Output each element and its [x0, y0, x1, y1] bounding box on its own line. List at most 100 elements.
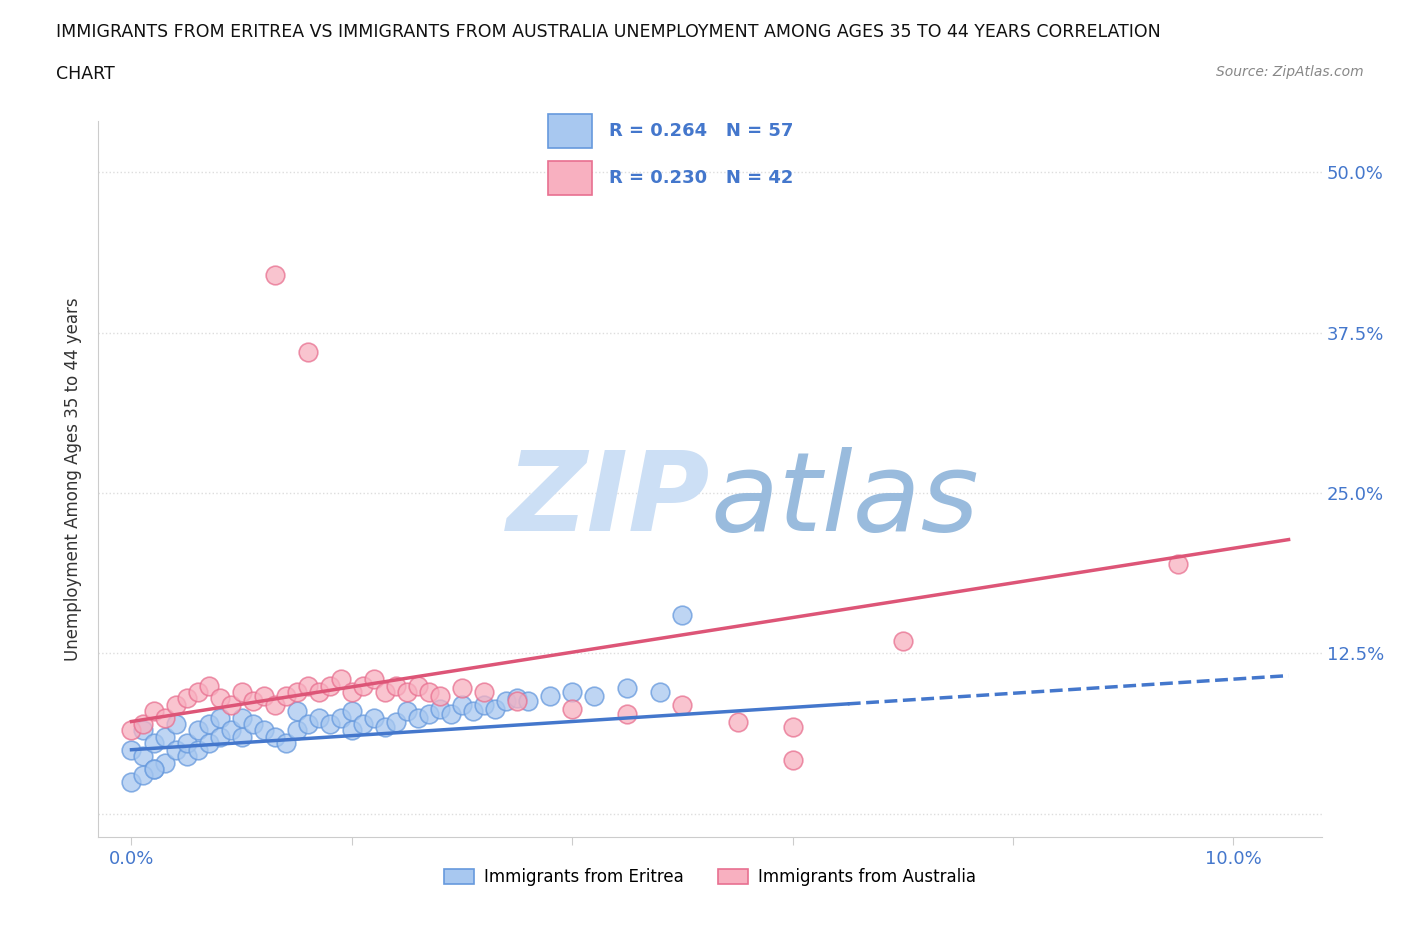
Point: [121, 723, 143, 737]
Point: [616, 681, 638, 696]
Point: [219, 723, 242, 737]
Point: [385, 678, 408, 693]
Point: [616, 707, 638, 722]
Point: [121, 742, 143, 757]
Point: [395, 704, 418, 719]
Point: [363, 671, 385, 686]
Point: [472, 698, 495, 712]
Point: [297, 344, 319, 359]
Point: [329, 671, 352, 686]
Point: [231, 729, 253, 744]
Point: [208, 711, 231, 725]
Point: [176, 691, 198, 706]
Point: [219, 698, 242, 712]
Text: CHART: CHART: [56, 65, 115, 83]
Point: [538, 688, 561, 703]
Point: [583, 688, 606, 703]
Point: [285, 704, 308, 719]
Point: [208, 729, 231, 744]
Point: [176, 749, 198, 764]
Point: [274, 688, 297, 703]
Point: [242, 717, 264, 732]
Point: [406, 711, 429, 725]
Point: [418, 684, 440, 699]
Point: [187, 742, 209, 757]
Point: [418, 707, 440, 722]
Point: [319, 678, 342, 693]
Point: [187, 723, 209, 737]
Point: [650, 684, 672, 699]
Point: [263, 268, 285, 283]
Point: [782, 719, 804, 734]
Text: R = 0.230   N = 42: R = 0.230 N = 42: [609, 169, 793, 187]
Point: [308, 684, 330, 699]
Point: [131, 749, 153, 764]
Point: [374, 719, 396, 734]
Point: [263, 729, 285, 744]
Y-axis label: Unemployment Among Ages 35 to 44 years: Unemployment Among Ages 35 to 44 years: [65, 298, 83, 660]
Point: [727, 714, 749, 729]
Point: [274, 736, 297, 751]
Point: [208, 691, 231, 706]
Bar: [548, 114, 592, 148]
Point: [782, 752, 804, 767]
Point: [308, 711, 330, 725]
Point: [297, 717, 319, 732]
Point: [561, 684, 583, 699]
Point: [385, 714, 408, 729]
Point: [197, 678, 219, 693]
Point: [451, 698, 474, 712]
Point: [121, 775, 143, 790]
Point: [153, 729, 176, 744]
Point: [165, 742, 187, 757]
Point: [429, 688, 451, 703]
Point: [231, 711, 253, 725]
Point: [671, 698, 693, 712]
Point: [340, 704, 363, 719]
Point: [263, 698, 285, 712]
Point: [472, 684, 495, 699]
Point: [671, 607, 693, 622]
Point: [131, 723, 153, 737]
Point: [142, 736, 165, 751]
Point: [352, 717, 374, 732]
Point: [176, 736, 198, 751]
Bar: [548, 161, 592, 195]
Text: R = 0.264   N = 57: R = 0.264 N = 57: [609, 122, 793, 140]
Point: [329, 711, 352, 725]
Point: [253, 688, 276, 703]
Point: [142, 704, 165, 719]
Point: [561, 701, 583, 716]
Text: IMMIGRANTS FROM ERITREA VS IMMIGRANTS FROM AUSTRALIA UNEMPLOYMENT AMONG AGES 35 : IMMIGRANTS FROM ERITREA VS IMMIGRANTS FR…: [56, 23, 1161, 41]
Point: [374, 684, 396, 699]
Point: [165, 717, 187, 732]
Legend: Immigrants from Eritrea, Immigrants from Australia: Immigrants from Eritrea, Immigrants from…: [437, 862, 983, 893]
Point: [231, 684, 253, 699]
Point: [495, 694, 517, 709]
Point: [451, 681, 474, 696]
Point: [1167, 556, 1189, 571]
Point: [197, 717, 219, 732]
Text: Source: ZipAtlas.com: Source: ZipAtlas.com: [1216, 65, 1364, 79]
Point: [363, 711, 385, 725]
Point: [340, 723, 363, 737]
Point: [319, 717, 342, 732]
Point: [131, 717, 153, 732]
Point: [142, 762, 165, 777]
Point: [153, 755, 176, 770]
Point: [506, 694, 529, 709]
Point: [506, 691, 529, 706]
Text: ZIP: ZIP: [506, 447, 710, 554]
Point: [131, 768, 153, 783]
Point: [253, 723, 276, 737]
Point: [891, 633, 914, 648]
Point: [197, 736, 219, 751]
Point: [165, 698, 187, 712]
Point: [153, 711, 176, 725]
Point: [142, 762, 165, 777]
Point: [242, 694, 264, 709]
Point: [440, 707, 463, 722]
Point: [285, 684, 308, 699]
Point: [297, 678, 319, 693]
Point: [484, 701, 506, 716]
